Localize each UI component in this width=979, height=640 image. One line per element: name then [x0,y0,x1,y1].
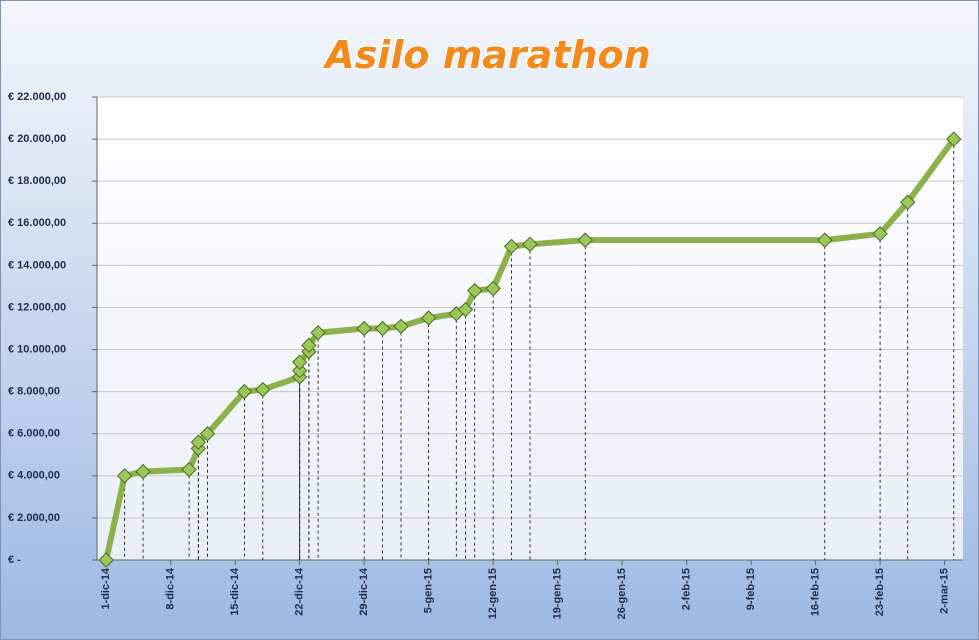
y-tick-label: € 12.000,00 [8,301,66,313]
y-tick-label: € 18.000,00 [8,175,66,187]
marker [817,232,833,248]
marker [420,310,437,326]
marker [946,131,962,147]
x-tick-label: 23-feb-15 [874,568,886,616]
marker [236,383,253,400]
marker [98,552,114,568]
marker [503,238,520,255]
marker [485,280,501,297]
x-tick-label: 2-feb-15 [681,568,693,610]
y-tick-label: € 22.000,00 [8,91,66,103]
x-tick-label: 19-gen-15 [552,568,564,619]
x-tick-label: 8-dic-14 [165,567,177,609]
marker [467,282,483,299]
marker [301,337,317,354]
y-tick-label: € 6.000,00 [8,428,60,440]
x-tick-label: 2-mar-15 [938,568,950,614]
y-tick-label: € 4.000,00 [8,470,60,482]
marker [310,325,326,341]
marker [199,426,216,442]
marker [291,354,308,370]
marker [577,232,593,248]
x-tick-label: 26-gen-15 [616,568,628,619]
marker [522,236,538,253]
marker [255,381,271,398]
y-tick-label: € 16.000,00 [8,217,66,229]
y-tick-label: € 2.000,00 [8,512,60,524]
y-tick-label: € 10.000,00 [8,343,66,355]
y-tick-label: € 8.000,00 [8,386,60,398]
marker [457,301,474,318]
marker [356,320,372,337]
marker [116,468,133,484]
marker [374,320,391,337]
marker [900,194,916,210]
marker [872,226,888,242]
x-tick-label: 29-dic-14 [358,567,370,616]
x-tick-label: 22-dic-14 [294,567,306,616]
x-tick-label: 9-feb-15 [745,568,757,610]
marker [135,463,151,480]
marker [181,461,197,478]
y-tick-label: € - [8,554,21,566]
marker [393,318,409,335]
x-tick-label: 15-dic-14 [229,567,241,616]
marker [190,434,207,450]
y-tick-label: € 14.000,00 [8,259,66,271]
chart-title: Asilo marathon [322,33,650,77]
x-tick-label: 16-feb-15 [810,568,822,616]
x-tick-label: 5-gen-15 [423,568,435,613]
x-tick-label: 1-dic-14 [100,567,112,609]
x-tick-label: 12-gen-15 [487,568,499,619]
marker [291,362,308,379]
y-tick-label: € 20.000,00 [8,133,66,145]
